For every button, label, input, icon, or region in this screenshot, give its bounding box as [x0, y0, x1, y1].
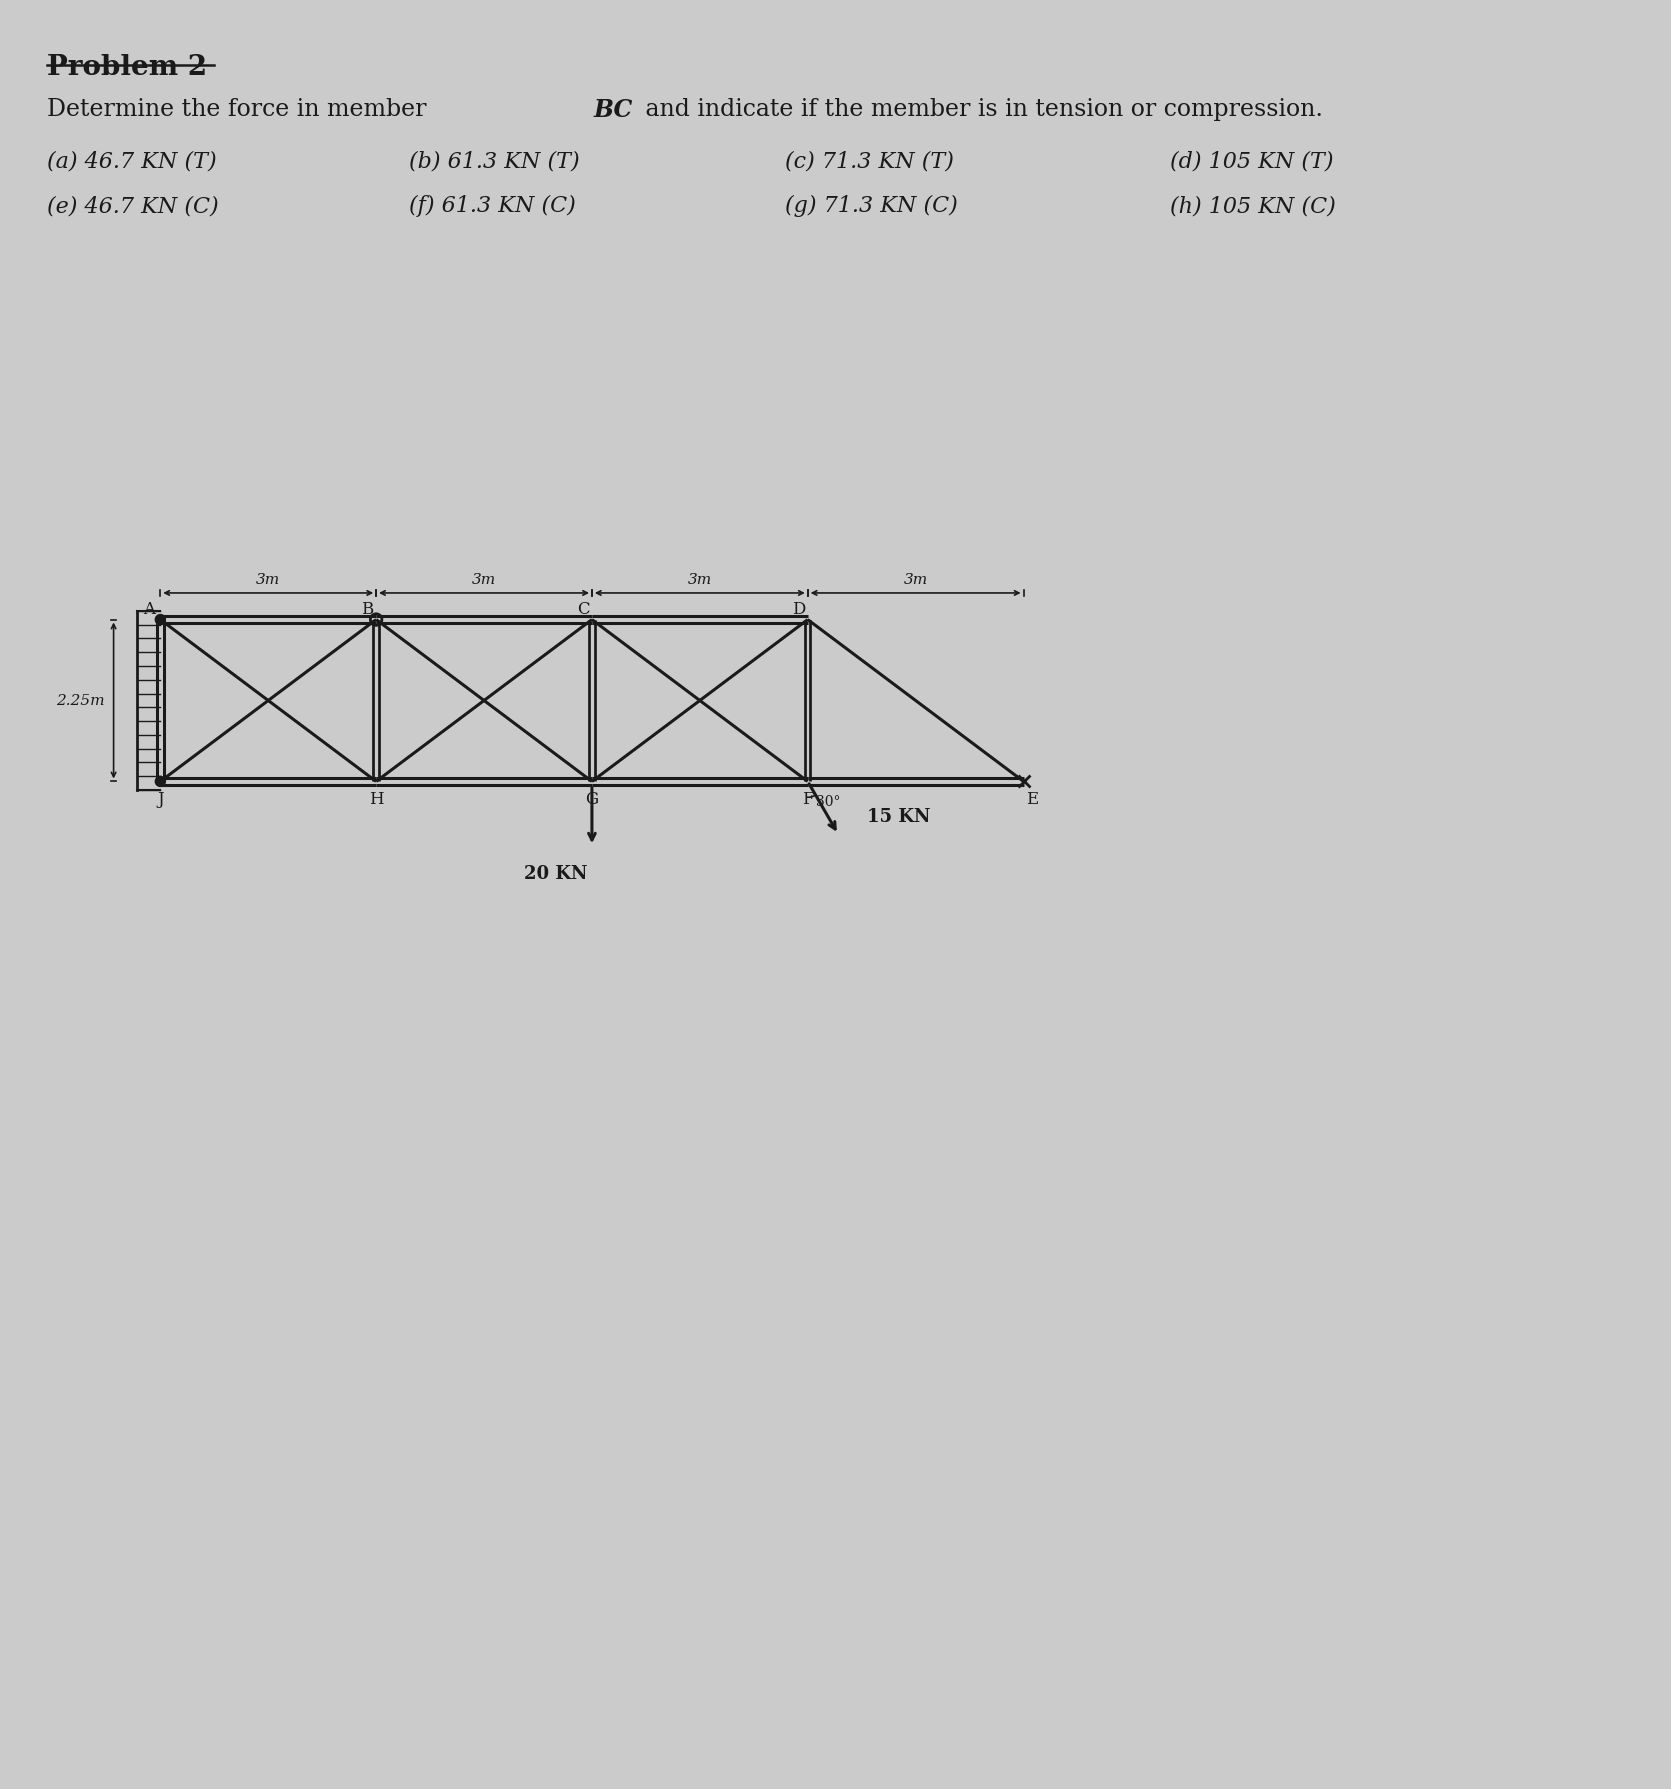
Text: (d) 105 KN (T): (d) 105 KN (T): [1170, 150, 1333, 172]
Text: (f) 61.3 KN (C): (f) 61.3 KN (C): [409, 195, 576, 216]
Text: G: G: [585, 791, 598, 807]
Text: Problem 2: Problem 2: [47, 54, 207, 81]
Text: (a) 46.7 KN (T): (a) 46.7 KN (T): [47, 150, 217, 172]
Text: (c) 71.3 KN (T): (c) 71.3 KN (T): [785, 150, 954, 172]
Text: 3m: 3m: [471, 572, 496, 587]
Text: 30°: 30°: [817, 794, 841, 809]
Text: 20 KN: 20 KN: [525, 864, 588, 882]
Text: 3m: 3m: [256, 572, 281, 587]
Text: (h) 105 KN (C): (h) 105 KN (C): [1170, 195, 1335, 216]
Circle shape: [155, 615, 165, 624]
Text: D: D: [792, 601, 805, 617]
Text: B: B: [361, 601, 374, 617]
Text: (e) 46.7 KN (C): (e) 46.7 KN (C): [47, 195, 219, 216]
Text: (b) 61.3 KN (T): (b) 61.3 KN (T): [409, 150, 580, 172]
Text: 3m: 3m: [904, 572, 927, 587]
Text: (g) 71.3 KN (C): (g) 71.3 KN (C): [785, 195, 957, 216]
Text: BC: BC: [593, 98, 632, 122]
Text: F: F: [802, 791, 814, 807]
Text: Determine the force in member: Determine the force in member: [47, 98, 434, 122]
Text: C: C: [576, 601, 590, 617]
Text: 3m: 3m: [688, 572, 712, 587]
Text: H: H: [369, 791, 383, 807]
Text: J: J: [157, 791, 164, 807]
Text: 2.25m: 2.25m: [57, 694, 105, 708]
Text: 15 KN: 15 KN: [867, 809, 931, 827]
Text: and indicate if the member is in tension or compression.: and indicate if the member is in tension…: [638, 98, 1323, 122]
Circle shape: [155, 776, 165, 787]
Text: E: E: [1026, 791, 1038, 807]
Text: A: A: [144, 601, 155, 617]
